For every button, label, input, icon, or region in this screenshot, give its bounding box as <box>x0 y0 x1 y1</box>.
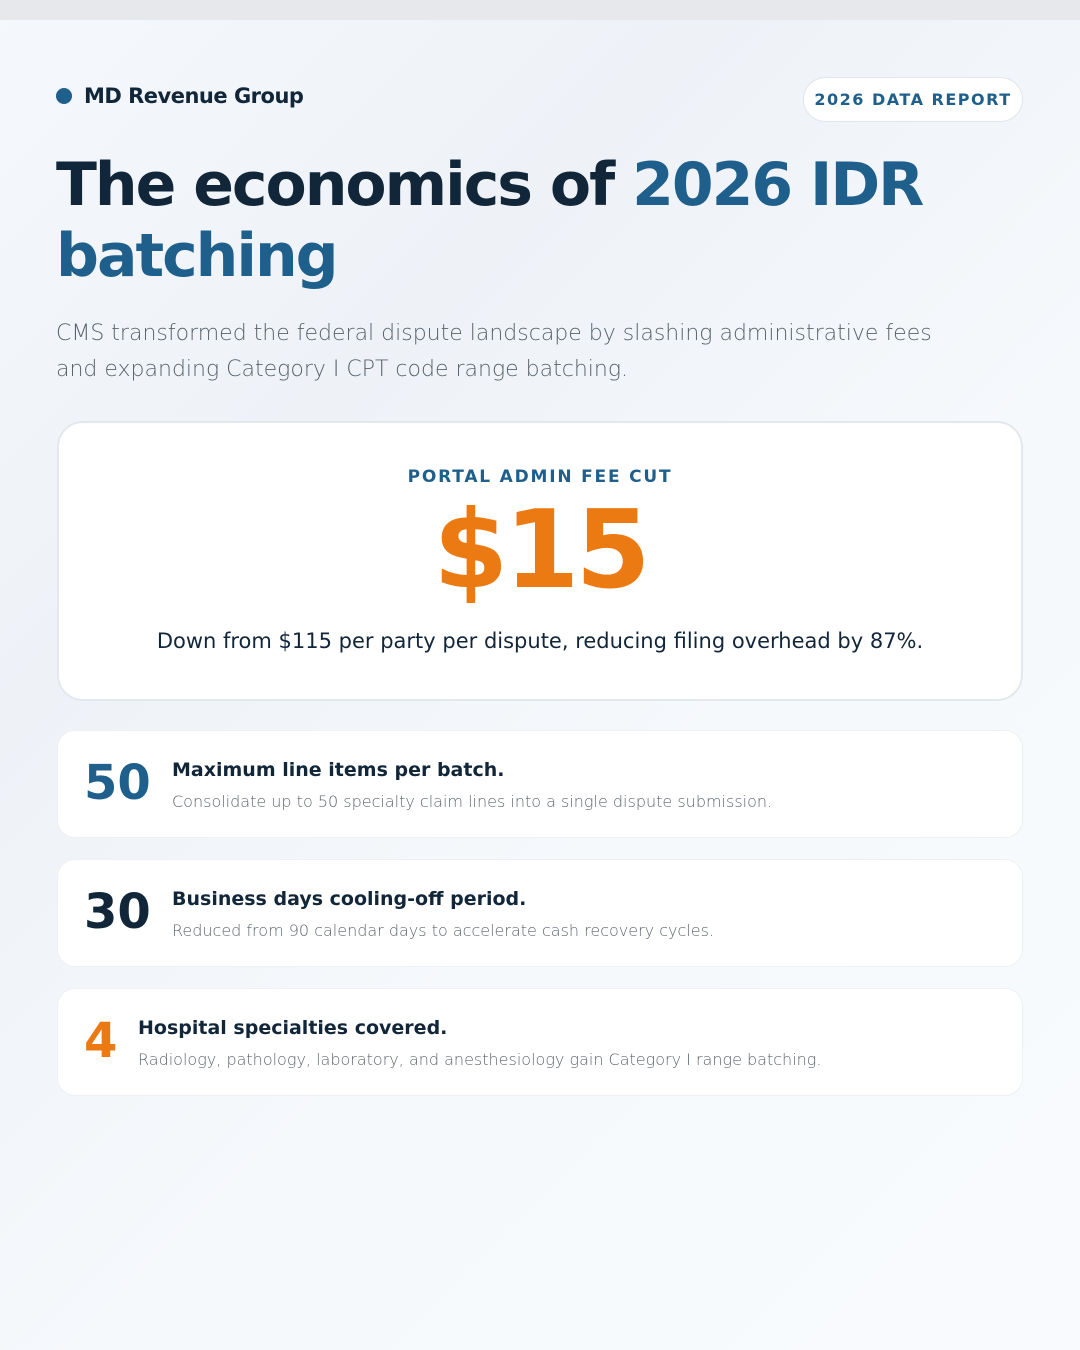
title: The economics of 2026 IDR batching <box>56 150 956 292</box>
stat-title: Hospital specialties covered. <box>138 1017 448 1039</box>
title-highlight: 2026 IDR batching <box>56 150 924 291</box>
stat-title: Business days cooling-off period. <box>172 888 527 910</box>
badge: 2026 DATA REPORT <box>803 77 1023 122</box>
top-bar <box>0 0 1080 20</box>
stat-value: 50 <box>84 755 151 811</box>
stat-card: 30 Business days cooling-off period. Reduc… <box>57 859 1023 967</box>
stat-description: Reduced from 90 calendar days to acceler… <box>172 921 714 940</box>
brand-name: MD Revenue Group <box>84 84 304 108</box>
hero-card: PORTAL ADMIN FEE CUT $15 Down from $115 … <box>57 421 1023 701</box>
brand-dot <box>56 88 72 104</box>
stat-value: 30 <box>84 884 151 940</box>
stat-card: 4 Hospital specialties covered. Radiology,… <box>57 988 1023 1096</box>
hero-label: PORTAL ADMIN FEE CUT <box>407 467 673 487</box>
hero-value: $15 <box>433 488 650 613</box>
subtitle: CMS transformed the federal dispute land… <box>56 321 932 382</box>
stat-description: Radiology, pathology, laboratory, and an… <box>138 1050 822 1069</box>
stat-value: 4 <box>84 1013 118 1069</box>
stat-card: 50 Maximum line items per batch. Consolida… <box>57 730 1023 838</box>
title-lead: The economics of <box>56 150 615 220</box>
brand: MD Revenue Group <box>56 84 304 108</box>
hero-description: Down from $115 per party per dispute, re… <box>156 629 924 653</box>
stat-description: Consolidate up to 50 specialty claim lin… <box>172 792 773 811</box>
stat-title: Maximum line items per batch. <box>172 759 505 781</box>
